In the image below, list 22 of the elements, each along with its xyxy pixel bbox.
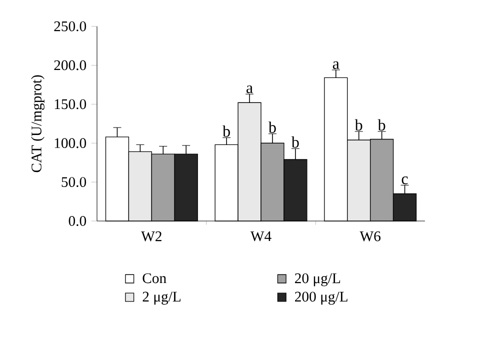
y-tick-label: 150.0: [54, 99, 86, 110]
x-tick-label: W4: [250, 231, 272, 242]
y-tick-label: 200.0: [54, 60, 86, 70]
annotation: b: [222, 125, 230, 137]
legend-label: 2 μg/L: [142, 292, 180, 305]
y-tick-label: 50.0: [62, 177, 86, 188]
annotation: b: [354, 119, 362, 131]
y-tick-label: 250.0: [54, 21, 86, 32]
annotation: a: [332, 61, 340, 69]
legend-label: 20 μg/L: [295, 273, 340, 286]
y-axis-title: CAT (U/mgprot): [31, 75, 44, 172]
annotation: b: [268, 122, 276, 133]
annotation: c: [402, 176, 408, 184]
legend-label: 200 μg/L: [295, 292, 348, 305]
x-tick-label: W6: [360, 231, 380, 242]
annotation: b: [291, 136, 299, 148]
y-tick-label: 0.0: [68, 216, 86, 226]
y-tick-label: 100.0: [54, 138, 86, 148]
x-tick-label: W2: [141, 231, 162, 242]
annotation: b: [378, 119, 386, 131]
annotation: a: [246, 85, 253, 94]
legend-label: Con: [142, 273, 166, 284]
